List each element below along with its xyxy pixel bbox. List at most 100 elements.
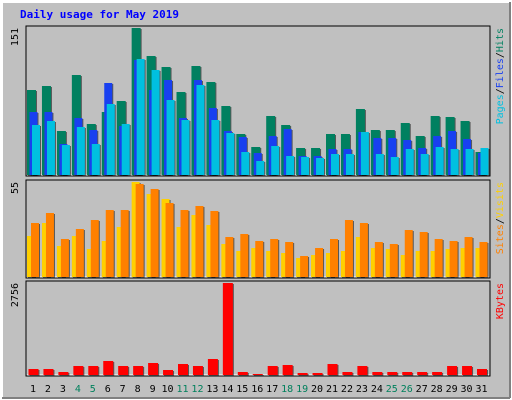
hits-y-max-label: 151	[10, 28, 21, 46]
x-label-day-3: 3	[60, 384, 66, 395]
bar-sites-day-6	[105, 210, 114, 277]
bar-sites-day-24	[374, 242, 383, 277]
kbytes-panel-bars	[28, 283, 488, 376]
bar-kbytes-day-16	[252, 374, 263, 375]
bar-pages-day-9	[151, 70, 160, 175]
kbytes-panel-legend: KBytes	[495, 283, 506, 319]
bar-pages-day-15	[241, 152, 250, 175]
x-label-day-7: 7	[120, 384, 126, 395]
x-label-day-15: 15	[236, 384, 248, 395]
bar-sites-day-13	[210, 211, 219, 277]
x-label-day-10: 10	[162, 384, 174, 395]
x-label-day-31: 31	[475, 384, 487, 395]
hits-panel-legend: Pages/Files/Hits	[495, 28, 506, 124]
bar-kbytes-day-19	[297, 373, 308, 375]
bar-sites-day-1	[31, 223, 39, 277]
x-label-day-22: 22	[341, 384, 353, 395]
bar-kbytes-day-15	[237, 372, 248, 375]
x-label-day-24: 24	[371, 384, 383, 395]
bar-pages-day-4	[76, 127, 85, 175]
bar-pages-day-20	[316, 158, 325, 175]
bar-kbytes-day-22	[342, 372, 353, 375]
bar-pages-day-18	[286, 156, 295, 175]
bar-pages-day-11	[181, 120, 190, 175]
bar-kbytes-day-7	[118, 366, 129, 375]
legend-pages: Pages	[495, 94, 506, 124]
x-label-day-5: 5	[90, 384, 96, 395]
bar-kbytes-day-21	[327, 364, 338, 375]
bar-kbytes-day-27	[417, 372, 428, 375]
bar-kbytes-day-13	[207, 359, 218, 375]
bar-kbytes-day-29	[447, 366, 458, 375]
bar-kbytes-day-17	[267, 366, 278, 375]
bar-pages-day-24	[375, 154, 384, 175]
bar-kbytes-day-4	[73, 366, 84, 375]
bar-kbytes-day-1	[28, 369, 39, 375]
bar-sites-day-23	[359, 223, 368, 277]
bar-kbytes-day-6	[103, 361, 114, 375]
bar-sites-day-26	[404, 230, 413, 277]
bar-sites-day-15	[240, 234, 249, 277]
bar-pages-day-22	[345, 154, 354, 175]
bar-sites-day-19	[300, 256, 309, 277]
bar-sites-day-27	[419, 232, 428, 277]
bar-pages-day-28	[435, 147, 444, 175]
bar-pages-day-2	[46, 121, 55, 175]
bar-sites-day-28	[434, 239, 443, 277]
legend-separator-3: /	[495, 218, 506, 224]
bar-pages-day-25	[390, 157, 399, 175]
bar-kbytes-day-5	[88, 366, 99, 375]
x-label-day-1: 1	[30, 384, 36, 395]
bar-pages-day-12	[196, 85, 205, 175]
bar-kbytes-day-18	[282, 365, 293, 375]
legend-sites: Sites	[495, 224, 506, 254]
bar-pages-day-8	[136, 59, 145, 175]
kbytes-y-max-label: 2756	[10, 283, 21, 307]
bar-sites-day-4	[75, 229, 84, 277]
bar-sites-day-18	[285, 242, 294, 277]
bar-pages-day-23	[360, 132, 369, 175]
bar-kbytes-day-30	[462, 366, 473, 375]
x-label-day-13: 13	[206, 384, 218, 395]
bar-kbytes-day-3	[58, 372, 69, 375]
legend-separator-2: /	[495, 52, 506, 58]
x-label-day-19: 19	[296, 384, 308, 395]
bar-sites-day-3	[60, 239, 69, 277]
legend-hits: Hits	[495, 28, 506, 52]
legend-files: Files	[495, 58, 506, 88]
bar-pages-day-7	[121, 124, 130, 175]
bar-kbytes-day-8	[133, 366, 144, 375]
bar-kbytes-day-2	[43, 369, 54, 375]
bar-kbytes-day-11	[178, 364, 188, 375]
bar-sites-day-12	[195, 206, 204, 277]
bar-pages-day-16	[256, 161, 265, 175]
bar-sites-day-9	[150, 189, 159, 277]
bar-sites-day-16	[255, 241, 264, 277]
bar-kbytes-day-31	[477, 369, 487, 375]
x-label-day-23: 23	[356, 384, 368, 395]
bar-sites-day-25	[389, 244, 398, 277]
x-label-day-12: 12	[191, 384, 203, 395]
visits-panel-legend: Sites/Visits	[495, 182, 506, 254]
bar-kbytes-day-16-shadow	[253, 375, 264, 376]
bar-sites-day-22	[344, 220, 353, 277]
bar-pages-day-6	[106, 104, 115, 175]
x-label-day-17: 17	[266, 384, 278, 395]
bar-kbytes-day-26	[402, 372, 413, 375]
x-label-day-29: 29	[446, 384, 458, 395]
x-label-day-2: 2	[45, 384, 51, 395]
x-label-day-11: 11	[176, 384, 188, 395]
legend-visits: Visits	[495, 182, 506, 218]
x-label-day-14: 14	[221, 384, 233, 395]
visits-y-max-label: 55	[10, 182, 21, 194]
bar-kbytes-day-23	[357, 366, 368, 375]
bar-sites-day-2	[45, 213, 54, 277]
x-label-day-27: 27	[416, 384, 428, 395]
chart-title: Daily usage for May 2019	[20, 8, 179, 21]
bar-files-day-25	[388, 138, 397, 175]
bar-files-day-18	[283, 129, 292, 175]
x-label-day-8: 8	[135, 384, 141, 395]
bar-sites-day-7	[120, 210, 129, 277]
bar-pages-day-10	[166, 100, 175, 175]
